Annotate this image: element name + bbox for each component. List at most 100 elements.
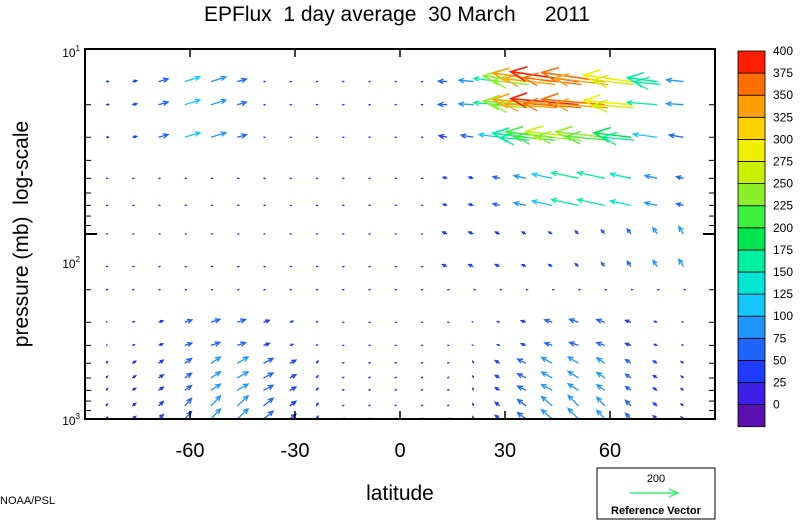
flux-vector — [543, 341, 553, 347]
flux-vector — [631, 131, 658, 138]
flux-vector — [158, 133, 170, 139]
flux-vector — [446, 376, 450, 379]
chart-title: EPFlux 1 day average 30 March 2011 — [204, 3, 590, 26]
colorbar-label: 250 — [773, 177, 793, 191]
flux-vector — [567, 394, 579, 407]
flux-vector — [263, 342, 271, 347]
flux-vector — [592, 98, 635, 113]
colorbar-swatch — [737, 205, 766, 229]
colorbar-label: 175 — [773, 243, 793, 257]
flux-vector — [394, 376, 398, 379]
y-tick-label-1000: 103 — [62, 412, 80, 428]
flux-vector — [491, 99, 530, 114]
flux-vector — [263, 319, 271, 324]
flux-vector — [289, 386, 298, 392]
flux-vector — [132, 265, 136, 268]
flux-vector — [237, 341, 248, 347]
flux-vector — [263, 233, 267, 235]
flux-vector — [595, 396, 606, 407]
flux-vector — [519, 319, 527, 324]
flux-vector — [421, 204, 424, 207]
flux-vector — [472, 386, 475, 391]
flux-vector — [516, 373, 527, 379]
flux-vector — [624, 358, 632, 364]
colorbar-swatch — [737, 337, 766, 361]
flux-vector — [263, 265, 267, 268]
flux-vector — [132, 288, 136, 291]
flux-vector — [394, 80, 398, 83]
reference-vector-box: 200 Reference Vector — [596, 467, 716, 520]
flux-vector — [394, 404, 398, 407]
flux-vector — [680, 321, 684, 323]
flux-vector — [210, 370, 222, 379]
flux-vector — [600, 131, 635, 146]
flux-vector — [158, 233, 162, 235]
flux-vector — [368, 80, 372, 83]
colorbar-swatch — [737, 382, 766, 406]
flux-vector — [652, 343, 658, 347]
flux-vector — [441, 203, 448, 207]
flux-vector — [595, 371, 606, 379]
flux-vector — [184, 397, 193, 407]
flux-vector — [342, 288, 346, 291]
flux-vector — [184, 341, 194, 347]
flux-vector — [447, 288, 451, 291]
flux-vector — [623, 319, 632, 324]
flux-vector — [520, 231, 527, 235]
colorbar-label: 100 — [773, 309, 793, 323]
flux-vector — [568, 318, 579, 324]
flux-vector — [543, 318, 553, 324]
flux-vector — [491, 175, 500, 181]
flux-vector — [289, 136, 293, 139]
flux-vector — [158, 204, 162, 207]
flux-vector — [289, 233, 293, 235]
flux-vector — [368, 265, 372, 268]
flux-vector — [495, 343, 500, 347]
flux-vector — [535, 130, 582, 145]
reference-vector-value: 200 — [647, 473, 665, 485]
x-tick-label: 0 — [394, 440, 405, 462]
colorbar-swatch — [737, 116, 766, 140]
flux-vector — [158, 265, 162, 268]
flux-vector — [441, 176, 448, 180]
flux-vector — [158, 100, 170, 107]
flux-vector — [592, 126, 632, 143]
flux-vector — [394, 233, 398, 235]
flux-vector — [289, 177, 293, 180]
flux-vector — [595, 409, 606, 420]
flux-vector — [421, 80, 424, 83]
flux-vector — [342, 177, 346, 180]
flux-vector — [210, 394, 222, 407]
flux-vector — [158, 386, 165, 391]
flux-vector — [564, 130, 608, 145]
flux-vector — [236, 383, 250, 391]
flux-vector — [494, 401, 501, 407]
flux-vector — [368, 204, 372, 207]
x-tick-label: -30 — [281, 440, 310, 462]
flux-vector — [394, 389, 398, 391]
flux-vector — [184, 372, 193, 379]
flux-vector — [184, 384, 193, 391]
colorbar-swatch — [737, 271, 766, 295]
colorbar-swatch — [737, 227, 766, 251]
flux-vector — [342, 265, 346, 268]
flux-vector — [626, 227, 632, 235]
flux-vector — [420, 376, 424, 379]
flux-vector — [657, 288, 661, 291]
colorbar-label: 150 — [773, 265, 793, 279]
flux-vector — [263, 288, 267, 291]
flux-vector — [540, 408, 553, 420]
flux-vector — [105, 103, 111, 106]
flux-vector — [158, 400, 165, 407]
colorbar-swatch — [737, 50, 766, 74]
flux-vector — [289, 265, 293, 268]
flux-vector — [631, 288, 634, 291]
flux-vector — [315, 402, 320, 407]
flux-vector — [651, 374, 658, 379]
flux-vector — [158, 342, 165, 347]
flux-vector — [520, 263, 527, 268]
flux-vector — [342, 204, 346, 207]
flux-vector — [530, 199, 553, 206]
flux-vector — [677, 257, 685, 267]
flux-vector — [674, 175, 684, 181]
